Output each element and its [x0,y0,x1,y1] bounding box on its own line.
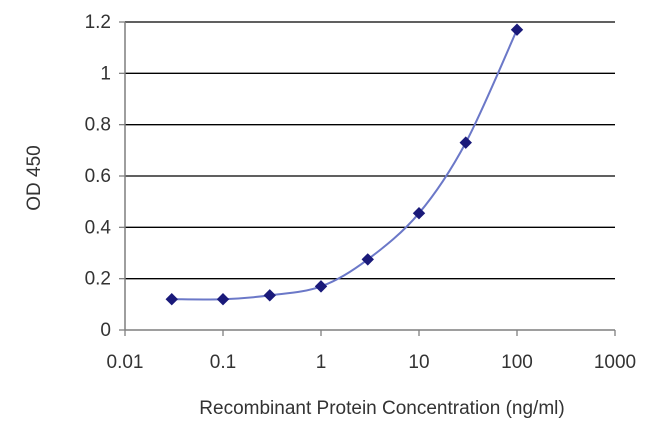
y-axis-title: OD 450 [24,145,45,210]
x-tick-label-0: 0.01 [107,352,144,373]
y-tick-label-1: 0.2 [85,269,111,290]
data-point-7 [510,23,524,36]
data-points [165,23,524,306]
y-tick-label-3: 0.6 [85,166,111,187]
y-tick-label-2: 0.4 [85,217,112,238]
data-point-1 [216,292,230,306]
x-tick-label-4: 100 [501,352,533,373]
series-line [171,29,518,301]
y-tick-label-6: 1.2 [85,12,111,33]
fit-curve [171,29,518,301]
gridlines [125,21,615,280]
axes [119,21,616,336]
x-axis-title: Recombinant Protein Concentration (ng/ml… [199,398,564,419]
y-tick-label-0: 0 [100,320,111,341]
data-point-3 [314,280,328,293]
y-tick-label-5: 1 [100,63,111,84]
x-tick-label-1: 0.1 [210,352,236,373]
data-point-0 [165,292,178,306]
data-point-4 [361,253,374,266]
x-tick-label-3: 10 [408,352,429,373]
data-point-5 [412,207,426,220]
y-tick-label-4: 0.8 [85,115,111,136]
x-tick-label-2: 1 [316,352,327,373]
data-point-2 [263,289,276,302]
tick-labels: 0 0.2 0.4 0.6 0.8 1 1.2 0.01 0.1 1 10 100 1000 [85,12,637,373]
data-point-6 [459,136,472,149]
x-tick-label-5: 1000 [594,352,636,373]
